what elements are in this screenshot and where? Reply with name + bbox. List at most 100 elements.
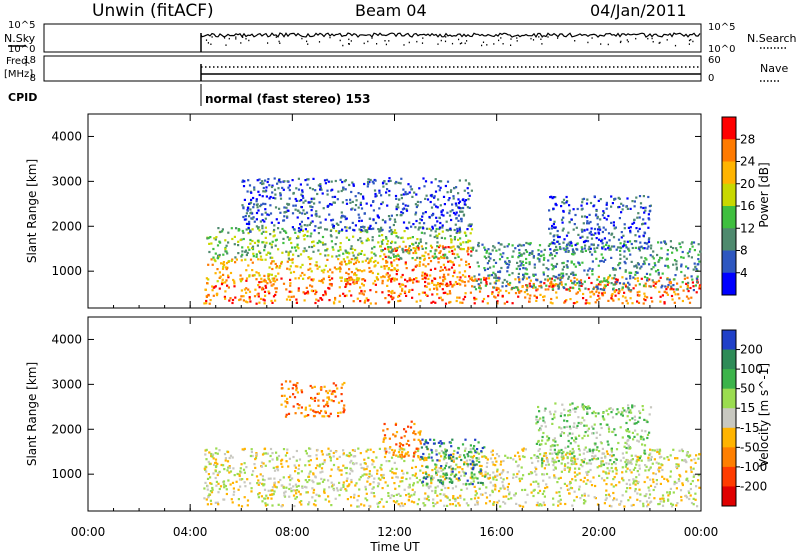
heatmap-cell: [506, 257, 509, 260]
heatmap-cell: [681, 482, 684, 485]
heatmap-cell: [621, 245, 624, 248]
heatmap-cell: [319, 188, 322, 191]
heatmap-cell: [518, 455, 521, 458]
heatmap-cell: [650, 244, 653, 247]
heatmap-cell: [485, 249, 488, 253]
heatmap-cell: [460, 220, 463, 223]
heatmap-cell: [643, 275, 647, 279]
heatmap-cell: [484, 269, 487, 272]
heatmap-cell: [349, 247, 352, 250]
nsearch-point: [235, 38, 237, 40]
y-tick-label: 1000: [51, 264, 82, 278]
heatmap-cell: [580, 250, 583, 253]
heatmap-cell: [389, 179, 392, 182]
heatmap-cell: [568, 468, 571, 471]
heatmap-cell: [520, 262, 523, 265]
heatmap-cell: [355, 274, 358, 277]
heatmap-cell: [295, 301, 298, 304]
heatmap-cell: [355, 462, 358, 465]
heatmap-cell: [549, 277, 552, 280]
heatmap-cell: [411, 459, 415, 462]
heatmap-cell: [521, 278, 524, 281]
heatmap-cell: [368, 475, 371, 478]
heatmap-cell: [384, 481, 387, 484]
heatmap-cell: [516, 472, 519, 476]
heatmap-cell: [226, 460, 230, 463]
heatmap-cell: [218, 271, 221, 274]
heatmap-cell: [514, 454, 517, 457]
nsearch-point: [574, 40, 576, 42]
heatmap-cell: [359, 452, 362, 455]
heatmap-cell: [502, 459, 505, 463]
heatmap-cell: [492, 478, 495, 481]
heatmap-cell: [696, 280, 699, 283]
heatmap-cell: [350, 481, 353, 484]
heatmap-cell: [555, 262, 559, 266]
heatmap-cell: [324, 291, 327, 294]
heatmap-cell: [358, 252, 361, 255]
heatmap-cell: [373, 279, 377, 283]
heatmap-cell: [649, 448, 652, 451]
heatmap-cell: [348, 451, 351, 455]
heatmap-cell: [599, 283, 602, 286]
heatmap-cell: [509, 456, 512, 460]
heatmap-cell: [212, 457, 215, 460]
heatmap-cell: [635, 271, 639, 274]
heatmap-cell: [511, 272, 514, 275]
heatmap-cell: [288, 483, 291, 486]
heatmap-cell: [601, 447, 604, 450]
heatmap-cell: [381, 279, 384, 282]
heatmap-cell: [292, 383, 295, 386]
heatmap-cell: [514, 292, 518, 295]
heatmap-cell: [405, 452, 408, 456]
heatmap-cell: [451, 481, 454, 484]
nsearch-point: [408, 41, 410, 44]
heatmap-cell: [391, 240, 394, 243]
heatmap-cell: [316, 192, 319, 196]
heatmap-cell: [323, 491, 326, 494]
heatmap-cell: [281, 186, 284, 189]
heatmap-cell: [553, 474, 556, 477]
heatmap-cell: [395, 467, 398, 470]
heatmap-cell: [271, 267, 274, 271]
heatmap-cell: [545, 483, 548, 486]
heatmap-cell: [243, 198, 246, 201]
heatmap-cell: [568, 220, 571, 224]
heatmap-cell: [400, 177, 403, 180]
heatmap-cell: [692, 289, 695, 292]
heatmap-cell: [242, 237, 245, 241]
heatmap-cell: [554, 440, 557, 443]
heatmap-cell: [303, 415, 306, 418]
heatmap-cell: [376, 502, 379, 505]
heatmap-cell: [306, 480, 309, 484]
heatmap-cell: [635, 422, 638, 425]
heatmap-cell: [321, 453, 324, 456]
heatmap-cell: [243, 288, 246, 291]
heatmap-cell: [449, 473, 453, 476]
heatmap-cell: [253, 186, 256, 189]
heatmap-cell: [636, 262, 640, 265]
nsearch-point: [690, 39, 692, 41]
heatmap-cell: [638, 235, 641, 238]
nsky-tick-top: 10^5: [8, 20, 35, 31]
heatmap-cell: [308, 463, 311, 467]
heatmap-cell: [577, 421, 580, 425]
heatmap-cell: [585, 202, 589, 205]
heatmap-cell: [438, 284, 441, 287]
heatmap-cell: [263, 249, 266, 252]
heatmap-cell: [342, 258, 345, 261]
heatmap-cell: [589, 468, 592, 472]
heatmap-cell: [400, 447, 403, 450]
heatmap-cell: [670, 287, 673, 290]
heatmap-cell: [360, 503, 363, 506]
heatmap-cell: [535, 467, 538, 471]
heatmap-cell: [649, 254, 652, 257]
heatmap-cell: [643, 298, 646, 301]
heatmap-cell: [543, 452, 546, 455]
heatmap-cell: [434, 301, 437, 304]
heatmap-cell: [418, 433, 422, 436]
heatmap-cell: [340, 487, 343, 490]
heatmap-cell: [647, 469, 650, 472]
heatmap-cell: [594, 454, 597, 457]
heatmap-cell: [680, 499, 683, 502]
